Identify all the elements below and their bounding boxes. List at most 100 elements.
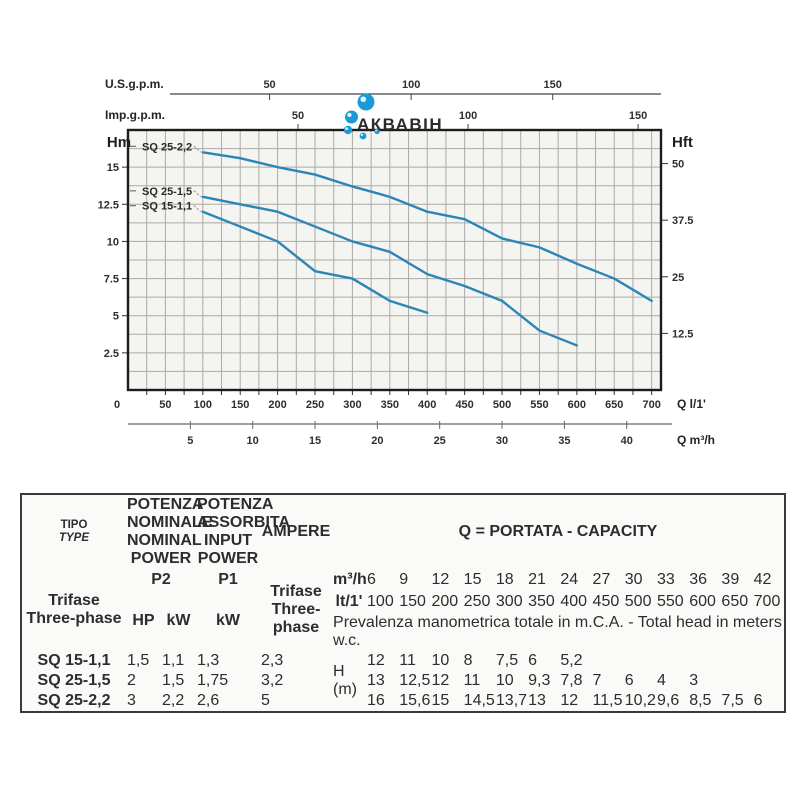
- usgpm-tick-label: 150: [544, 79, 562, 91]
- impgpm-tick-label: 100: [459, 110, 477, 122]
- nominal-power-line3: NOMINAL: [127, 532, 202, 549]
- head-value: 8,5: [689, 692, 712, 709]
- capacity-m3h-value: 42: [753, 571, 772, 588]
- y-axis-label: Hm: [107, 134, 131, 151]
- usgpm-axis-label: U.S.g.p.m.: [105, 77, 164, 91]
- water-drop-highlight: [375, 129, 378, 132]
- m3h-tick-label: 30: [496, 435, 508, 447]
- x-tick-label: 100: [194, 399, 212, 411]
- x-tick-label: 250: [306, 399, 324, 411]
- input-power-line4: POWER: [197, 550, 259, 567]
- pump-row-SQ-25-1-5: SQ 25-1,5 2 1,5 1,75 3,2 13 12,5 12 11 10 9,3 7,8 7 6…: [21, 671, 785, 691]
- capacity-m3h-value: 30: [624, 571, 643, 588]
- capacity-lt1-value: 150: [399, 593, 426, 610]
- head-note-it: Prevalenza manometrica totale in m.C.A. …: [333, 614, 638, 631]
- head-value: 11: [399, 652, 416, 669]
- p2-kw-value: 1,1: [162, 652, 185, 669]
- curve-label-leader: [193, 145, 202, 153]
- y-right-tick-label: 25: [672, 272, 684, 284]
- x-tick-label: 450: [455, 399, 473, 411]
- capacity-lt1-value: 100: [367, 593, 394, 610]
- head-value: 10,2: [624, 692, 656, 709]
- p1-kw-value: 1,75: [197, 672, 229, 689]
- nominal-power-line1: POTENZA: [127, 496, 204, 513]
- h-unit: (m): [333, 681, 357, 698]
- x-tick-label: 150: [231, 399, 249, 411]
- y-right-tick-label: 12.5: [672, 328, 693, 340]
- input-power-header: POTENZA ASSORBITA INPUT POWER: [196, 494, 290, 569]
- head-value: 12: [560, 692, 579, 709]
- head-value: 15,6: [399, 692, 431, 709]
- x-axis-m3h: 5 10 15 20 25 30 35 40 Q m³/h: [128, 421, 715, 447]
- p2-kw-unit-cell: kW: [166, 612, 191, 629]
- m3h-tick-label: 5: [187, 435, 193, 447]
- ampere-value: 5: [261, 692, 270, 709]
- pump-curves-chart: 0 50 100 150 200 250 300 350 400 450 500 550 600 650 7…: [98, 77, 715, 447]
- head-note-row: Prevalenza manometrica totale in m.C.A. …: [21, 613, 785, 651]
- head-value: [753, 671, 785, 691]
- y-tick-label: 10: [107, 236, 119, 248]
- total-head-note: Prevalenza manometrica totale in m.C.A. …: [332, 613, 785, 651]
- nominal-power-line4: POWER: [130, 550, 192, 567]
- capacity-lt1-value: 300: [495, 593, 523, 610]
- capacity-m3h-value: 33: [656, 571, 675, 588]
- trifase-label: Trifase: [270, 583, 322, 600]
- head-value: 13: [528, 692, 546, 709]
- water-drops-icon: [343, 93, 380, 140]
- impgpm-tick-label: 50: [292, 110, 304, 122]
- capacity-m3h-value: 6: [367, 571, 376, 588]
- head-value: 6: [528, 652, 538, 669]
- head-value: 4: [656, 672, 666, 689]
- pump-type: SQ 25-2,2: [37, 692, 111, 709]
- curve-label: SQ 25-1,5: [142, 186, 192, 198]
- head-value: 11: [463, 672, 481, 689]
- pump-row-SQ-15-1-1: SQ 15-1,1 1,5 1,1 1,3 2,3 H (m) 12 11 10 8 7,5 6 5,2: [21, 651, 785, 698]
- input-power-line3: INPUT: [204, 532, 253, 549]
- head-value: 7,8: [560, 672, 583, 689]
- p1-kw-unit-cell: kW: [216, 612, 241, 629]
- water-drop-highlight: [345, 127, 349, 131]
- p2-kw-value: 1,5: [162, 672, 185, 689]
- impgpm-axis-label: Imp.g.p.m.: [105, 108, 165, 122]
- tipo-phase-cell: Trifase Three-phase: [21, 569, 126, 651]
- nominal-power-header: POTENZA NOMINALE NOMINAL POWER: [126, 494, 213, 569]
- pump-curve-SQ-25-2-2: [201, 151, 653, 303]
- p2-hp-value: 3: [127, 692, 136, 709]
- capacity-lt1-value: 350: [528, 593, 555, 610]
- curve-label-leader: [193, 190, 202, 198]
- capacity-title-it: Q = PORTATA -: [458, 523, 577, 540]
- brand-watermark: АКВАВІН: [343, 93, 442, 140]
- capacity-lt1-value: 600: [689, 593, 716, 610]
- m3h-tick-label: 40: [621, 435, 633, 447]
- curve-label: SQ 25-2,2: [142, 141, 192, 153]
- capacity-m3h-value: 18: [495, 571, 514, 588]
- head-value: [720, 671, 752, 691]
- ampere-phase-cell: Trifase Three-phase: [260, 569, 332, 651]
- nominal-power-line2: NOMINALE: [127, 514, 213, 531]
- capacity-m3h-value: 24: [560, 571, 579, 588]
- capacity-lt1-value: 250: [463, 593, 491, 610]
- p2-kw-value: 2,2: [162, 692, 185, 709]
- y-tick-label: 7.5: [104, 274, 119, 286]
- capacity-m3h-value: 21: [528, 571, 546, 588]
- capacity-lt1-value: 650: [721, 593, 749, 610]
- head-value: [720, 651, 752, 671]
- head-value: 7,5: [495, 652, 519, 669]
- capacity-m3h-value: 15: [463, 571, 482, 588]
- impgpm-tick-label: 150: [629, 110, 647, 122]
- head-value: [624, 651, 656, 671]
- y-axis-hft: 12.5 25 37.5 50 Hft: [662, 134, 693, 340]
- h-label: H: [333, 663, 345, 680]
- x-tick-label: 50: [159, 399, 171, 411]
- x-tick-label: 550: [530, 399, 548, 411]
- y-right-tick-label: 50: [672, 159, 684, 171]
- curve-label: SQ 15-1,1: [142, 201, 192, 213]
- lt1-unit-cell: lt/1': [335, 593, 363, 610]
- trifase-label: Trifase: [48, 592, 100, 609]
- p1-kw-value: 2,6: [197, 692, 220, 709]
- p1-code-cell: P1: [218, 571, 238, 588]
- chart-grid: [128, 130, 661, 390]
- y-tick-label: 2.5: [104, 348, 119, 360]
- head-value: 13: [367, 672, 385, 689]
- capacity-m3h-value: 36: [689, 571, 707, 588]
